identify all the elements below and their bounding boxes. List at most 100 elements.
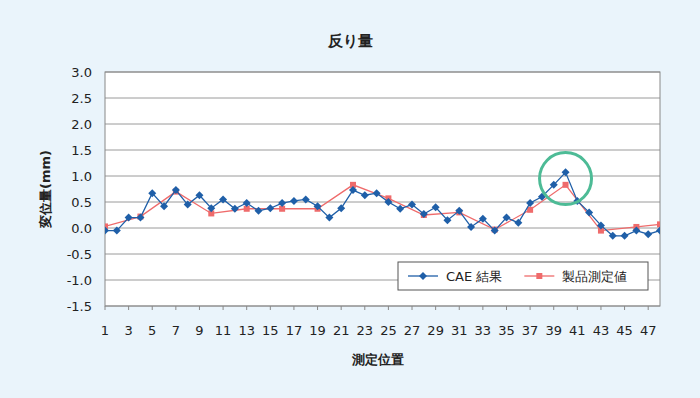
point [514, 219, 522, 227]
point [278, 199, 286, 207]
chart: 反り量-1.5-1.0-0.50.00.51.01.52.02.53.01357… [0, 0, 700, 398]
x-tick [105, 306, 106, 310]
x-tick-label: 41 [569, 323, 586, 338]
x-tick-label: 3 [124, 323, 132, 338]
x-tick-label: 15 [262, 323, 279, 338]
point [160, 202, 168, 210]
y-tick-label: 1.5 [71, 143, 92, 158]
point [526, 199, 534, 207]
y-tick-label: 0.5 [71, 195, 92, 210]
x-axis-label: 測定位置 [351, 352, 404, 367]
point [113, 227, 121, 235]
point [219, 195, 227, 203]
point [243, 199, 251, 207]
point [657, 221, 660, 227]
point [373, 189, 381, 197]
plot-marks [105, 168, 660, 239]
point [136, 214, 144, 222]
x-tick-label: 21 [333, 323, 350, 338]
x-tick [435, 306, 436, 310]
point [563, 182, 569, 188]
x-tick [175, 306, 176, 310]
legend-marker [536, 273, 542, 279]
point [644, 230, 652, 238]
x-tick [199, 306, 200, 310]
y-tick-label: 3.0 [71, 65, 92, 80]
x-tick [388, 306, 389, 310]
point [302, 195, 310, 203]
x-tick-label: 33 [475, 323, 492, 338]
x-tick-label: 25 [380, 323, 397, 338]
point [290, 197, 298, 205]
background [0, 0, 700, 398]
point [184, 201, 192, 209]
y-tick-label: 2.5 [71, 91, 92, 106]
legend: CAE 結果製品測定値 [398, 262, 648, 290]
plot-area [105, 72, 660, 306]
point [597, 221, 605, 229]
point [337, 204, 345, 212]
x-tick [317, 306, 318, 310]
legend-label: CAE 結果 [446, 269, 502, 284]
point [172, 186, 180, 194]
title: 反り量 [327, 32, 373, 50]
grid-line [105, 98, 660, 99]
grid-line [105, 124, 660, 125]
point [408, 201, 416, 209]
x-tick [482, 306, 483, 310]
x-tick-label: 1 [101, 323, 109, 338]
x-tick-label: 47 [640, 323, 657, 338]
y-tick-label: -1.0 [67, 273, 92, 288]
point [550, 181, 558, 189]
x-tick [246, 306, 247, 310]
x-tick-label: 11 [215, 323, 232, 338]
x-tick [577, 306, 578, 310]
x-tick-label: 19 [309, 323, 326, 338]
x-tick-label: 35 [498, 323, 515, 338]
point [148, 189, 156, 197]
grid-line [105, 228, 660, 229]
point [443, 216, 451, 224]
point [467, 223, 475, 231]
highlight-circle [540, 153, 592, 205]
y-axis-label: 変位量(mm) [38, 150, 53, 229]
y-tick-label: 2.0 [71, 117, 92, 132]
legend-box [398, 262, 648, 290]
point [479, 215, 487, 223]
x-tick [506, 306, 507, 310]
x-tick-label: 39 [545, 323, 562, 338]
x-tick [341, 306, 342, 310]
point [266, 204, 274, 212]
y-tick-label: 0.0 [71, 221, 92, 236]
point [491, 227, 499, 235]
x-tick-label: 37 [522, 323, 539, 338]
x-tick [364, 306, 365, 310]
point [325, 214, 333, 222]
series-line [105, 172, 660, 235]
point [656, 227, 660, 235]
point [621, 232, 629, 240]
x-tick [459, 306, 460, 310]
x-tick-label: 7 [172, 323, 180, 338]
x-tick [128, 306, 129, 310]
point [207, 204, 215, 212]
x-tick [223, 306, 224, 310]
point [384, 198, 392, 206]
y-tick-label: 1.0 [71, 169, 92, 184]
point [349, 186, 357, 194]
x-tick [270, 306, 271, 310]
point [609, 232, 617, 240]
x-tick-label: 45 [616, 323, 633, 338]
x-tick-label: 17 [286, 323, 303, 338]
point [420, 210, 428, 218]
point [105, 227, 109, 235]
point [231, 205, 239, 213]
point [255, 207, 263, 215]
legend-marker [419, 272, 427, 280]
point [632, 227, 640, 235]
series-line [105, 185, 660, 231]
point [195, 191, 203, 199]
x-tick-label: 9 [195, 323, 203, 338]
x-tick [530, 306, 531, 310]
point [125, 214, 133, 222]
